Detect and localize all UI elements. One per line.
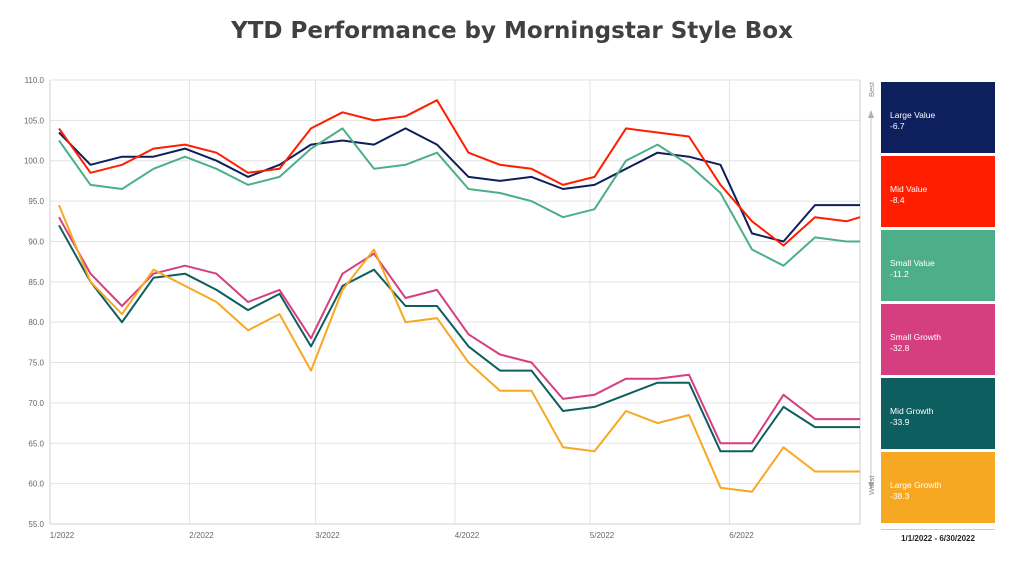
- axes: 55.0 60.0 65.0 70.0 75.0 80.0 85.0 90.0 95.0 100.…: [24, 76, 861, 540]
- legend-value: -32.8: [890, 343, 910, 353]
- y-tick-label: 110.0: [25, 76, 45, 85]
- x-tick-label: 1/2022: [50, 531, 75, 540]
- legend-value: -8.4: [890, 195, 905, 205]
- best-worst-scale: [868, 110, 874, 490]
- legend-item-large-growth: Large Growth -38.3: [881, 452, 995, 523]
- series-line-mid-value: [58, 99, 861, 247]
- legend-name: Mid Value: [890, 184, 928, 194]
- legend-item-small-value: Small Value -11.2: [881, 230, 995, 301]
- legend-name: Mid Growth: [890, 406, 934, 416]
- legend-item-large-value: Large Value -6.7: [881, 82, 995, 153]
- y-tick-label: 75.0: [28, 359, 44, 368]
- y-tick-label: 65.0: [28, 439, 44, 448]
- y-tick-label: 90.0: [28, 237, 44, 246]
- x-tick-label: 4/2022: [455, 531, 480, 540]
- chart-title: YTD Performance by Morningstar Style Box: [231, 18, 793, 44]
- x-tick-label: 5/2022: [590, 531, 615, 540]
- legend-value: -6.7: [890, 121, 905, 131]
- best-label: Best: [867, 81, 876, 97]
- series-line-small-value: [58, 127, 860, 267]
- legend-value: -11.2: [890, 269, 909, 279]
- y-tick-label: 60.0: [28, 480, 44, 489]
- legend-value: -33.9: [890, 417, 910, 427]
- y-tick-label: 85.0: [28, 278, 44, 287]
- x-tick-label: 2/2022: [189, 531, 214, 540]
- legend-name: Large Growth: [890, 480, 942, 490]
- legend-value: -38.3: [890, 491, 910, 501]
- legend-name: Large Value: [890, 110, 936, 120]
- y-tick-label: 80.0: [28, 318, 44, 327]
- date-range-label: 1/1/2022 - 6/30/2022: [901, 534, 975, 543]
- series-line-mid-growth: [58, 224, 860, 453]
- y-tick-label: 100.0: [24, 157, 45, 166]
- scale-up-arrow: [868, 110, 874, 118]
- y-tick-label: 105.0: [24, 116, 45, 125]
- worst-label: Worst: [867, 475, 876, 495]
- series-line-large-growth: [58, 204, 860, 493]
- scale-down-arrow: [868, 482, 874, 490]
- legend-name: Small Value: [890, 258, 935, 268]
- y-tick-label: 95.0: [28, 197, 44, 206]
- legend-item-mid-value: Mid Value -8.4: [881, 156, 995, 227]
- series-line-small-growth: [58, 216, 860, 445]
- legend-name: Small Growth: [890, 332, 942, 342]
- legend-item-small-growth: Small Growth -32.8: [881, 304, 995, 375]
- x-tick-label: 6/2022: [729, 531, 754, 540]
- gridlines: [50, 79, 860, 525]
- series-lines: [58, 99, 861, 493]
- x-tick-label: 3/2022: [315, 531, 340, 540]
- legend-divider: [881, 529, 995, 530]
- legend-item-mid-growth: Mid Growth -33.9: [881, 378, 995, 449]
- y-tick-label: 55.0: [28, 520, 44, 529]
- y-tick-label: 70.0: [28, 399, 44, 408]
